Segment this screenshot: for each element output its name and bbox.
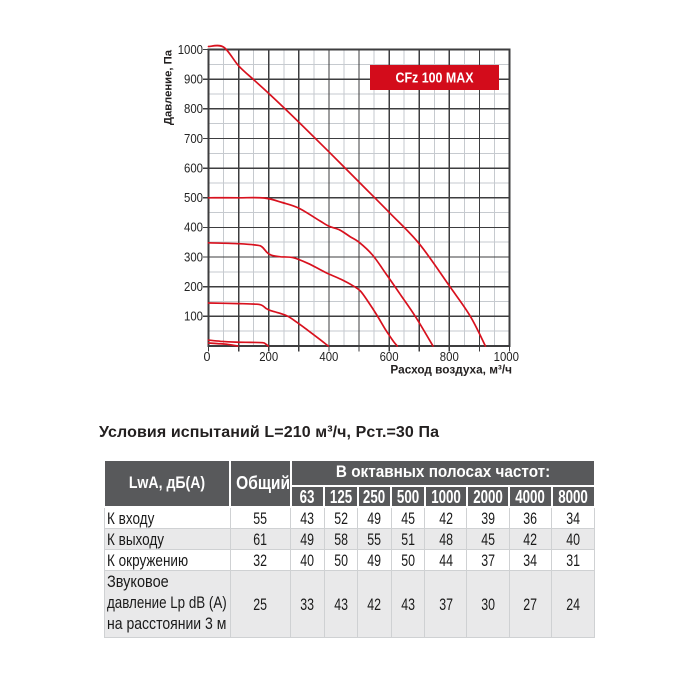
svg-text:100: 100 xyxy=(184,310,203,324)
svg-text:400: 400 xyxy=(184,221,203,235)
svg-text:900: 900 xyxy=(184,73,203,87)
svg-text:200: 200 xyxy=(184,280,203,294)
svg-text:0: 0 xyxy=(204,350,211,364)
svg-text:1000: 1000 xyxy=(178,43,203,57)
svg-text:300: 300 xyxy=(184,250,203,264)
svg-text:Давление, Па: Давление, Па xyxy=(163,49,175,125)
svg-text:Расход воздуха, м³/ч: Расход воздуха, м³/ч xyxy=(390,363,512,377)
svg-text:CFz 100 MAX: CFz 100 MAX xyxy=(396,71,474,87)
svg-text:800: 800 xyxy=(184,102,203,116)
svg-text:800: 800 xyxy=(440,350,459,364)
svg-text:1000: 1000 xyxy=(494,350,519,364)
svg-text:400: 400 xyxy=(319,350,338,364)
svg-text:600: 600 xyxy=(380,350,399,364)
svg-text:700: 700 xyxy=(184,132,203,146)
svg-text:200: 200 xyxy=(259,350,278,364)
svg-text:500: 500 xyxy=(184,191,203,205)
svg-text:600: 600 xyxy=(184,161,203,175)
